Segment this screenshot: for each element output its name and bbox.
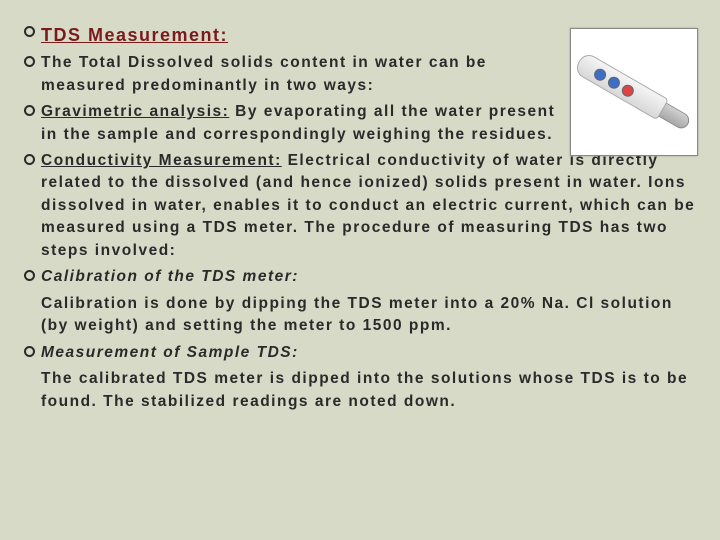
- measurement-label: Measurement of Sample TDS:: [41, 342, 696, 364]
- bullet-icon: [24, 26, 35, 37]
- calibration-bullet: Calibration of the TDS meter:: [24, 266, 696, 288]
- calibration-label: Calibration of the TDS meter:: [41, 266, 696, 288]
- gravimetric-label: Gravimetric analysis:: [41, 103, 229, 120]
- bullet-icon: [24, 105, 35, 116]
- calibration-body: Calibration is done by dipping the TDS m…: [41, 293, 696, 338]
- intro-text: The Total Dissolved solids content in wa…: [41, 52, 571, 97]
- gravimetric-text: Gravimetric analysis: By evaporating all…: [41, 101, 571, 146]
- measurement-body: The calibrated TDS meter is dipped into …: [41, 368, 696, 413]
- conductivity-text: Conductivity Measurement: Electrical con…: [41, 150, 696, 262]
- bullet-icon: [24, 346, 35, 357]
- bullet-icon: [24, 154, 35, 165]
- conductivity-label: Conductivity Measurement:: [41, 152, 282, 169]
- measurement-bullet: Measurement of Sample TDS:: [24, 342, 696, 364]
- meter-illustration: [574, 51, 694, 133]
- tds-meter-image: [570, 28, 698, 156]
- bullet-icon: [24, 56, 35, 67]
- conductivity-bullet: Conductivity Measurement: Electrical con…: [24, 150, 696, 262]
- bullet-icon: [24, 270, 35, 281]
